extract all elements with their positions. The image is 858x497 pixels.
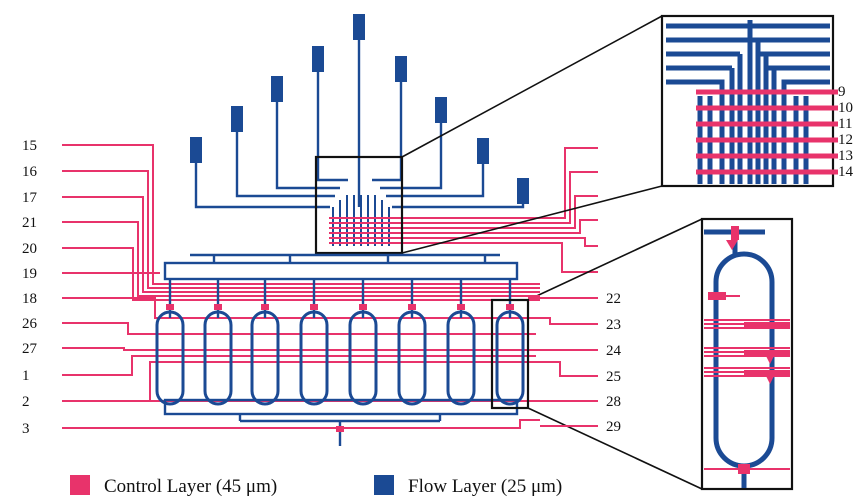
multiplexer-block: [314, 147, 598, 273]
control-label: 24: [606, 343, 622, 359]
labels-inset: 9 10 11 12 13 14: [838, 84, 854, 180]
control-label: 16: [22, 164, 38, 180]
zoom-box-multiplexer: [314, 155, 404, 255]
legend-swatch-control: [70, 475, 90, 495]
control-label: 18: [22, 291, 37, 307]
labels-left: 15 16 17 21 20 19 18 26 27 1 2 3: [22, 138, 38, 437]
control-label: 19: [22, 266, 37, 282]
control-label: 10: [838, 100, 853, 116]
legend-label-control: Control Layer (45 μm): [104, 476, 277, 497]
control-label: 12: [838, 132, 853, 148]
control-label: 29: [606, 419, 621, 435]
control-label: 22: [606, 291, 621, 307]
control-label: 21: [22, 215, 37, 231]
control-label: 26: [22, 316, 38, 332]
valve-markers: [166, 304, 514, 432]
control-label: 3: [22, 421, 30, 437]
legend-label-flow: Flow Layer (25 μm): [408, 476, 562, 497]
flow-inlet-ports: [190, 14, 529, 204]
control-label: 9: [838, 84, 846, 100]
control-label: 27: [22, 341, 38, 357]
control-bus-lines: [133, 283, 540, 402]
control-label: 17: [22, 190, 38, 206]
control-label: 25: [606, 369, 621, 385]
zoom-connectors: [401, 15, 703, 490]
control-label: 20: [22, 241, 37, 257]
right-control-lines: [528, 297, 598, 427]
control-label: 11: [838, 116, 852, 132]
control-label: 14: [838, 164, 854, 180]
inset-multiplexer: [660, 14, 838, 188]
control-label: 1: [22, 368, 30, 384]
zoom-box-chamber: [490, 298, 530, 410]
control-label: 15: [22, 138, 37, 154]
labels-right: 22 23 24 25 28 29: [606, 291, 622, 435]
inset-chamber: [700, 217, 794, 491]
control-label: 2: [22, 394, 30, 410]
legend: Control Layer (45 μm) Flow Layer (25 μm): [70, 475, 562, 497]
control-label: 23: [606, 317, 621, 333]
control-label: 13: [838, 148, 853, 164]
legend-swatch-flow: [374, 475, 394, 495]
control-label: 28: [606, 394, 621, 410]
chambers: [155, 310, 525, 406]
